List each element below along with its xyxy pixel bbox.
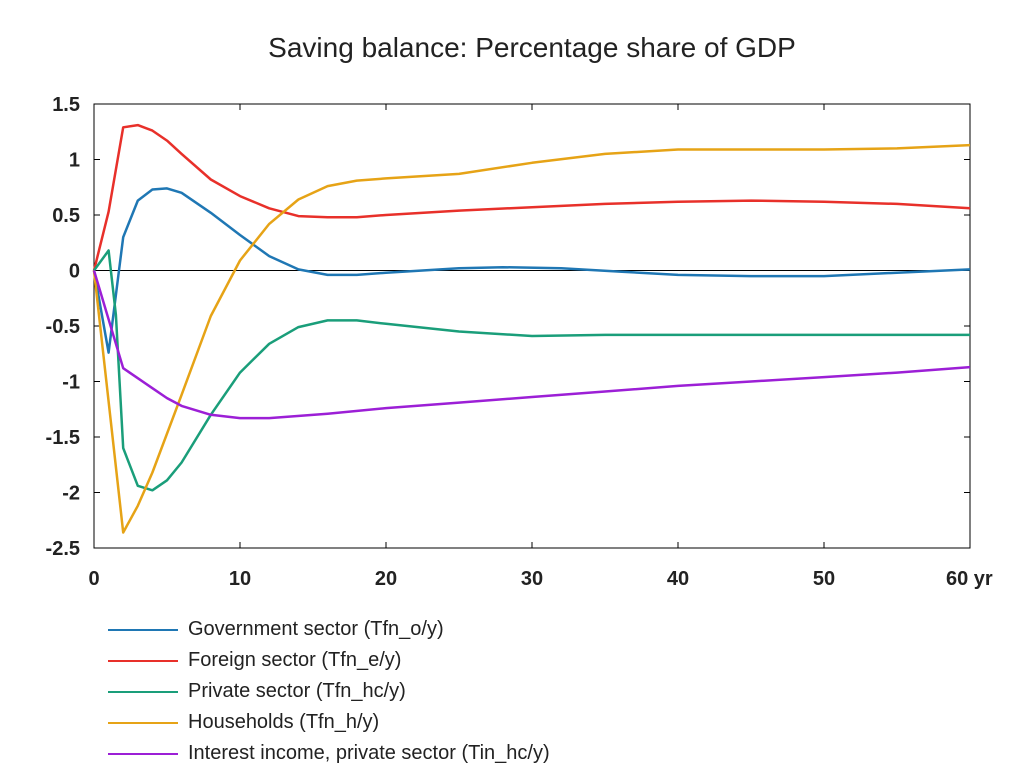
- legend-swatch: [108, 721, 178, 724]
- legend-swatch: [108, 690, 178, 693]
- y-tick-label: -0.5: [46, 316, 80, 338]
- y-tick-label: -1: [62, 372, 80, 394]
- series-line-5: [92, 270, 971, 420]
- legend-item: Private sector (Tfn_hc/y): [108, 676, 550, 707]
- y-tick-label: 1: [69, 150, 80, 172]
- legend-swatch: [108, 628, 178, 631]
- legend-item: Government sector (Tfn_o/y): [108, 614, 550, 645]
- y-tick-label: 0.5: [52, 205, 80, 227]
- chart-title: Saving balance: Percentage share of GDP: [268, 32, 796, 63]
- x-tick-label: 20: [375, 568, 397, 590]
- legend-label: Private sector (Tfn_hc/y): [188, 680, 406, 702]
- y-tick-label: 0: [69, 261, 80, 283]
- x-tick-label: 0: [88, 568, 99, 590]
- y-tick-label: 1.5: [52, 94, 80, 116]
- legend-label: Foreign sector (Tfn_e/y): [188, 649, 402, 671]
- series-lines: [92, 123, 971, 534]
- x-tick-label: 40: [667, 568, 689, 590]
- axes: 1.5 1 0.5 0 -0.5 -1 -1.5 -2 -2.5 0 10 20 30 40 50 60 yr: [46, 94, 993, 590]
- series-line-1: [92, 187, 971, 354]
- legend-swatch: [108, 752, 178, 755]
- legend: Government sector (Tfn_o/y) Foreign secto…: [108, 614, 550, 769]
- legend-item: Foreign sector (Tfn_e/y): [108, 645, 550, 676]
- legend-swatch: [108, 659, 178, 662]
- x-tick-label: 10: [229, 568, 251, 590]
- legend-item: Interest income, private sector (Tin_hc/…: [108, 738, 550, 769]
- legend-label: Government sector (Tfn_o/y): [188, 618, 444, 640]
- y-tick-label: -2: [62, 483, 80, 505]
- legend-label: Households (Tfn_h/y): [188, 711, 380, 733]
- series-line-4: [92, 143, 971, 534]
- plot-frame: [93, 103, 971, 549]
- y-tick-label: -2.5: [46, 538, 80, 560]
- x-tick-label: 30: [521, 568, 543, 590]
- legend-label: Interest income, private sector (Tin_hc/…: [188, 742, 550, 764]
- x-tick-label: 50: [813, 568, 835, 590]
- series-line-3: [92, 249, 970, 492]
- y-tick-label: -1.5: [46, 427, 80, 449]
- series-line-2: [92, 123, 971, 271]
- legend-item: Households (Tfn_h/y): [108, 707, 550, 738]
- x-tick-label: 60 yr: [946, 568, 993, 590]
